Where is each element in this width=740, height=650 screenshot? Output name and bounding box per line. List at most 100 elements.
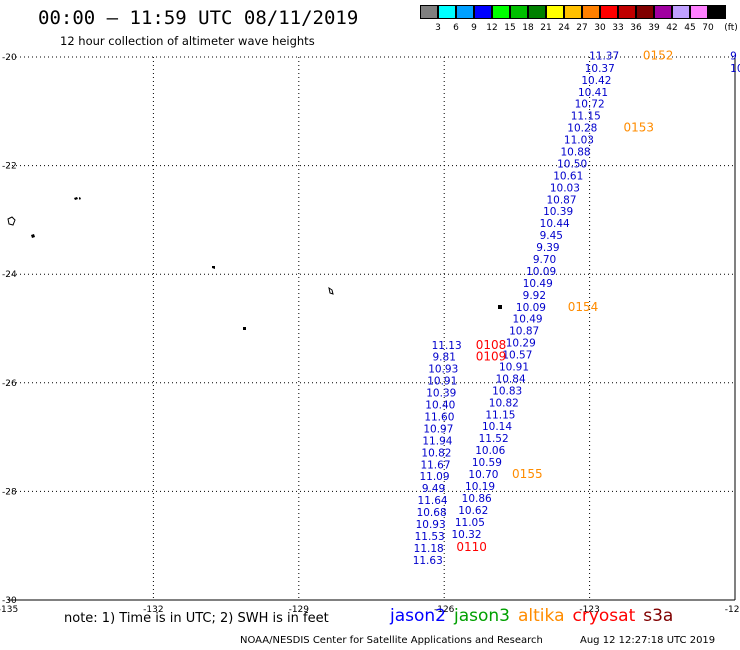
wave-height-value: 10.09 (516, 302, 546, 314)
wave-height-value: 9.39 (536, 242, 559, 254)
scale-swatch (492, 5, 510, 19)
wave-height-value: 10.84 (496, 373, 526, 385)
wave-height-value: 10.83 (492, 385, 522, 397)
satellite-jason3: jason3 (454, 606, 510, 626)
wave-height-value: 9.81 (433, 352, 456, 364)
wave-height-value: 10.87 (509, 326, 539, 338)
pass-time-0153: 0153 (624, 121, 655, 135)
scale-swatch (690, 5, 708, 19)
scale-label: 15 (504, 23, 516, 33)
wave-height-value: 10.39 (426, 388, 456, 400)
generated-timestamp: Aug 12 12:27:18 UTC 2019 (580, 635, 716, 646)
island-2 (79, 197, 81, 200)
wave-height-value: 10.91 (427, 376, 457, 388)
wave-height-value: 10.97 (423, 423, 453, 435)
scale-unit: (ft) (724, 23, 738, 33)
scale-label: 30 (594, 23, 606, 33)
scale-label: 39 (648, 23, 660, 33)
scale-label: 18 (522, 23, 534, 33)
island-5 (212, 266, 215, 269)
wave-height-value: 11.15 (571, 111, 601, 123)
wave-height-value: 11.53 (415, 531, 445, 543)
wave-height-value: 11.60 (424, 411, 454, 423)
scale-label: 12 (486, 23, 498, 33)
wave-height-value: 10.62 (458, 505, 488, 517)
scale-label: 6 (453, 23, 459, 33)
scale-label: 3 (435, 23, 441, 33)
scale-swatch (582, 5, 600, 19)
wave-height-value: 10.37 (585, 63, 615, 75)
scale-swatch (546, 5, 564, 19)
wave-height-value: 11.09 (419, 471, 449, 483)
wave-height-value: 10.91 (499, 362, 529, 374)
wave-height-value: 10.82 (489, 397, 519, 409)
longitude-label: -123 (579, 605, 599, 615)
latitude-label: -26 (2, 379, 17, 389)
scale-swatch (420, 5, 438, 19)
satellite-cryosat: cryosat (572, 606, 636, 626)
scale-swatch (510, 5, 528, 19)
wave-height-value: 11.37 (589, 50, 619, 62)
scale-swatch (474, 5, 492, 19)
pass-time-0152: 0152 (643, 48, 674, 62)
wave-height-value: 10.19 (465, 481, 495, 493)
wave-height-value: 11.13 (432, 340, 462, 352)
longitude-label: -135 (0, 605, 18, 615)
page-title: 00:00 – 11:59 UTC 08/11/2019 (38, 7, 359, 29)
wave-height-value: 11.63 (413, 555, 443, 567)
wave-height-value: 10.86 (462, 493, 492, 505)
wave-height-value: 10.82 (421, 447, 451, 459)
scale-swatch (654, 5, 672, 19)
observation-labels: 11.3710.3710.4210.4110.7211.1510.2811.03… (413, 50, 740, 566)
wave-height-value: 11.03 (564, 135, 594, 147)
wave-height-value: 9.70 (533, 254, 556, 266)
wave-height-value: 10.42 (581, 75, 611, 87)
latitude-label: -24 (2, 270, 17, 280)
island-1 (74, 197, 78, 200)
scale-label: 27 (576, 23, 588, 33)
scale-label: 36 (630, 23, 642, 33)
edge-wave-height-value: 10 (730, 63, 740, 75)
wave-height-value: 10.03 (550, 182, 580, 194)
latitude-label: -20 (2, 53, 17, 63)
island-4 (31, 234, 35, 238)
wave-height-value: 10.28 (567, 123, 597, 135)
wave-height-value: 10.72 (575, 99, 605, 111)
map-grid: -135 -132 -129 -126 -123 -120 -20 -22 -24 -26 -28 -… (0, 53, 740, 615)
scale-swatch (600, 5, 618, 19)
wave-height-value: 10.32 (451, 529, 481, 541)
wave-height-value: 10.68 (417, 507, 447, 519)
wave-height-value: 9.49 (422, 483, 445, 495)
wave-height-value: 10.88 (561, 146, 591, 158)
wave-height-value: 10.41 (578, 87, 608, 99)
wave-height-value: 10.87 (546, 194, 576, 206)
latitude-label: -28 (2, 487, 17, 497)
longitude-label: -126 (434, 605, 455, 615)
scale-label: 70 (702, 23, 714, 33)
wave-height-value: 10.50 (557, 158, 587, 170)
pass-time-0108: 0108 (476, 338, 507, 352)
latitude-label: -22 (2, 162, 17, 172)
wave-height-value: 10.93 (416, 519, 446, 531)
latitude-label: -30 (2, 596, 17, 606)
wave-height-value: 9.45 (540, 230, 563, 242)
pass-time-0110: 0110 (456, 540, 487, 554)
satellite-legend: jason2 jason3 altika cryosat s3a (390, 606, 681, 626)
wave-height-value: 10.39 (543, 206, 573, 218)
scale-label: 45 (684, 23, 696, 33)
wave-height-value: 10.49 (513, 314, 543, 326)
scale-label: 33 (612, 23, 624, 33)
scale-swatch (636, 5, 654, 19)
scale-label: 42 (666, 23, 678, 33)
wave-height-value: 10.09 (526, 266, 556, 278)
satellite-altika: altika (518, 606, 565, 626)
pass-time-0155: 0155 (512, 467, 543, 481)
wave-height-value: 11.15 (485, 409, 515, 421)
scale-swatch (618, 5, 636, 19)
scale-label: 24 (558, 23, 570, 33)
wave-height-value: 11.94 (422, 435, 452, 447)
island-3 (7, 216, 16, 226)
